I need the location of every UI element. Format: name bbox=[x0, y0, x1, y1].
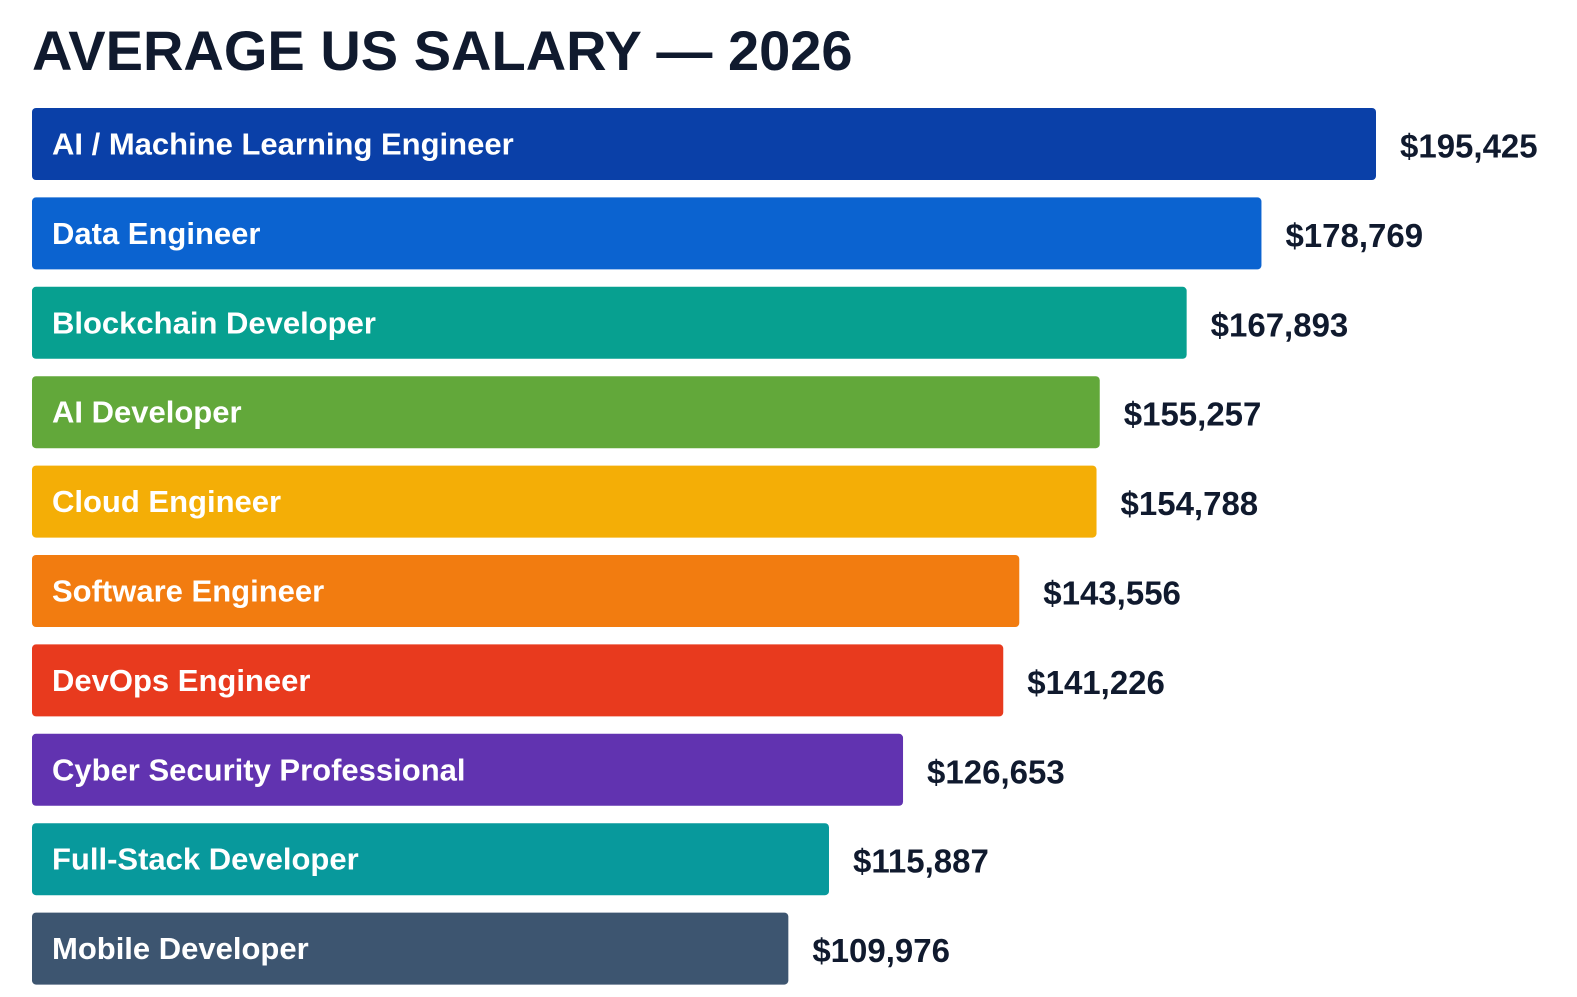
bar-value-label-1: $178,769 bbox=[1285, 217, 1423, 254]
bar-value-label-3: $155,257 bbox=[1124, 396, 1262, 433]
bar-value-label-5: $143,556 bbox=[1043, 575, 1181, 612]
bar-1 bbox=[32, 197, 1262, 270]
bar-4 bbox=[32, 465, 1097, 538]
bar-value-label-7: $126,653 bbox=[927, 753, 1065, 790]
bar-value-label-6: $141,226 bbox=[1027, 664, 1165, 701]
bar-6 bbox=[32, 644, 1004, 717]
bar-2 bbox=[32, 286, 1187, 359]
bar-category-label-7: Cyber Security Professional bbox=[52, 752, 466, 787]
bar-value-label-4: $154,788 bbox=[1121, 485, 1259, 522]
bar-9 bbox=[32, 912, 789, 985]
bar-8 bbox=[32, 823, 829, 896]
bar-category-label-4: Cloud Engineer bbox=[52, 484, 281, 519]
bar-category-label-6: DevOps Engineer bbox=[52, 663, 310, 698]
bar-category-label-0: AI / Machine Learning Engineer bbox=[52, 127, 514, 162]
bar-category-label-5: Software Engineer bbox=[52, 574, 324, 609]
chart-title: AVERAGE US SALARY — 2026 bbox=[32, 19, 853, 82]
bar-value-label-0: $195,425 bbox=[1400, 128, 1538, 165]
bar-category-label-8: Full-Stack Developer bbox=[52, 842, 359, 877]
bar-category-label-1: Data Engineer bbox=[52, 216, 260, 251]
bar-value-label-8: $115,887 bbox=[853, 843, 989, 880]
bar-value-label-2: $167,893 bbox=[1211, 306, 1349, 343]
bar-category-label-3: AI Developer bbox=[52, 395, 242, 430]
bar-category-label-2: Blockchain Developer bbox=[52, 305, 376, 340]
bar-category-label-9: Mobile Developer bbox=[52, 931, 309, 966]
bar-value-label-9: $109,976 bbox=[812, 932, 950, 969]
bar-5 bbox=[32, 555, 1020, 627]
bar-7 bbox=[32, 733, 904, 806]
bars-group: AI / Machine Learning Engineer $195,425 Da… bbox=[32, 108, 1538, 985]
bar-0 bbox=[32, 108, 1376, 180]
bar-3 bbox=[32, 376, 1100, 449]
